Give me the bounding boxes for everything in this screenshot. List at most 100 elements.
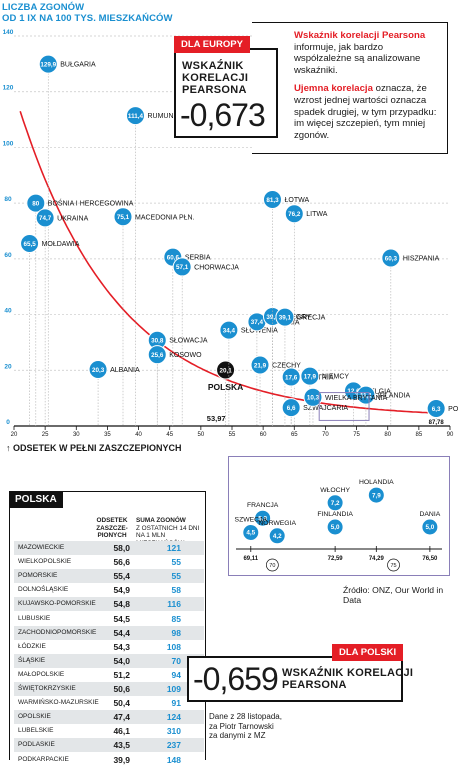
- inset-point-value: 7,9: [372, 492, 381, 499]
- inset-marker-circle: [387, 558, 400, 572]
- note-line2: za Piotr Tarnowski: [209, 721, 274, 731]
- data-point: [20, 234, 40, 254]
- special-x-label: 53,97: [207, 414, 226, 423]
- deaths-sum: 70: [171, 655, 181, 666]
- deaths-sum: 58: [171, 585, 181, 596]
- europe-badge: DLA EUROPY: [174, 36, 250, 53]
- country-label: MACEDONIA PŁN.: [135, 214, 195, 221]
- inset-point-value: 4,2: [273, 533, 282, 540]
- inset-marker-circle: [266, 558, 279, 572]
- data-point: [147, 345, 167, 365]
- table-row: ZACHODNIOPOMORSKIE 54,4 98: [14, 625, 204, 640]
- col1-header: ODSETEK ZASZCZE- PIONYCH: [94, 517, 130, 540]
- country-label: RUMUNIA: [147, 113, 180, 120]
- table-row: MAZOWIECKIE 58,0 121: [14, 541, 204, 555]
- table-row: WARMIŃSKO-MAZURSKIE 50,4 91: [14, 696, 204, 710]
- point-value: 81,3: [266, 197, 279, 204]
- region-name: ŚLĄSKIE: [18, 656, 46, 664]
- region-name: POMORSKIE: [18, 572, 58, 580]
- europe-corr-value: -0,673: [180, 97, 266, 133]
- x-axis-title: ↑ ODSETEK W PEŁNI ZASZCZEPIONYCH: [6, 443, 182, 453]
- table-row: DOLNOŚLĄSKIE 54,9 58: [14, 583, 204, 597]
- deaths-sum: 55: [171, 571, 181, 582]
- x-tick-label: 30: [73, 432, 80, 438]
- point-value: 25,6: [151, 352, 164, 359]
- y-tick-label: 140: [3, 29, 14, 36]
- country-label: CHORWACJA: [194, 264, 239, 271]
- inset-tick-label: 76,50: [422, 556, 438, 562]
- europe-corr-label-line3: PEARSONA: [182, 84, 247, 96]
- inset-marker: [318, 392, 370, 421]
- source-text: Źródło: ONZ, Our World in Data: [343, 585, 444, 605]
- inset-point: [421, 518, 439, 536]
- country-label: CZECHY: [272, 362, 301, 369]
- point-value: 57,1: [176, 264, 189, 271]
- explanation-p1: Wskaźnik korelacji Pearsona informuje, j…: [294, 30, 441, 76]
- inset-tick-label: 69,11: [243, 556, 258, 562]
- region-name: OPOLSKIE: [18, 713, 51, 721]
- region-name: MAŁOPOLSKIE: [18, 670, 65, 678]
- data-point: [88, 359, 108, 379]
- inset-country-label: SZWECJA: [235, 517, 268, 524]
- table-row: WIELKOPOLSKIE 56,6 55: [14, 555, 204, 569]
- europe-corr-label-line2: KORELACJI: [182, 72, 249, 84]
- country-label: SZWAJCARIA: [303, 405, 348, 412]
- y-tick-label: 20: [4, 363, 12, 370]
- y-tick-label: 60: [4, 252, 12, 259]
- data-point: [219, 320, 239, 340]
- data-point: [35, 208, 55, 228]
- vaccinated-pct: 43,5: [113, 740, 130, 751]
- point-value: 60,3: [385, 255, 398, 262]
- inset-tick-label: 72,59: [328, 556, 344, 562]
- data-point: [125, 106, 145, 126]
- vaccinated-pct: 54,0: [113, 655, 130, 666]
- inset-point: [326, 518, 344, 536]
- poland-badge: DLA POLSKI: [332, 644, 404, 661]
- poland-corr-value: -0,659: [193, 661, 279, 697]
- europe-corr-label-line1: WSKAŹNIK: [182, 60, 244, 72]
- deaths-sum: 94: [171, 669, 181, 680]
- point-value: 65,5: [23, 241, 36, 248]
- data-point: [250, 355, 270, 375]
- country-label: BELGIA: [365, 388, 391, 395]
- inset-country-label: DANIA: [419, 511, 440, 518]
- deaths-sum: 116: [167, 599, 181, 610]
- data-point: [356, 385, 376, 405]
- explanation-p2-bold: Ujemna korelacja: [294, 83, 373, 95]
- region-name: PODKARPACKIE: [18, 755, 69, 763]
- country-label: UKRAINA: [57, 215, 88, 222]
- inset-point: [268, 527, 286, 545]
- inset-tick-label: 74,29: [369, 556, 385, 562]
- point-value: 10,3: [307, 395, 320, 402]
- inset-country-label: FINLANDIA: [317, 511, 353, 518]
- table-row: PODLASKIE 43,5 237: [14, 738, 204, 753]
- inset-country-label: FRANCJA: [247, 502, 279, 509]
- region-name: ZACHODNIOPOMORSKIE: [18, 628, 97, 636]
- country-label: ŁOTWA: [284, 197, 309, 204]
- x-tick-label: 25: [42, 432, 49, 438]
- table-row: KUJAWSKO-POMORSKIE 54,8 116: [14, 597, 204, 612]
- data-point: [275, 307, 295, 327]
- region-name: PODLASKIE: [18, 741, 55, 749]
- inset-country-label: NORWEGIA: [258, 520, 296, 527]
- special-x-label: 87,78: [429, 420, 445, 426]
- deaths-sum: 124: [166, 712, 181, 723]
- region-name: DOLNOŚLĄSKIE: [18, 586, 69, 594]
- inset-point: [326, 494, 344, 512]
- region-name: ŚWIĘTOKRZYSKIE: [18, 685, 76, 692]
- point-value: 74,7: [39, 215, 52, 222]
- explanation-p1-bold: Wskaźnik korelacji Pearsona: [294, 30, 426, 41]
- inset-point-value: 5,0: [331, 524, 340, 531]
- region-name: MAZOWIECKIE: [18, 544, 65, 551]
- point-value: 37,4: [251, 319, 264, 326]
- point-value: 21,9: [254, 362, 267, 369]
- poland-corr-label: WSKAŹNIK KORELACJI PEARSONA: [282, 667, 413, 691]
- vaccinated-pct: 46,1: [113, 726, 130, 737]
- country-label: GRECJA: [297, 315, 326, 322]
- deaths-sum: 121: [166, 543, 181, 553]
- inset-point-value: 4,5: [246, 530, 255, 537]
- inset-point-value: 5,8: [258, 515, 267, 522]
- vaccinated-pct: 54,3: [113, 641, 130, 652]
- inset-point: [367, 486, 385, 504]
- point-value: 60,6: [167, 254, 180, 261]
